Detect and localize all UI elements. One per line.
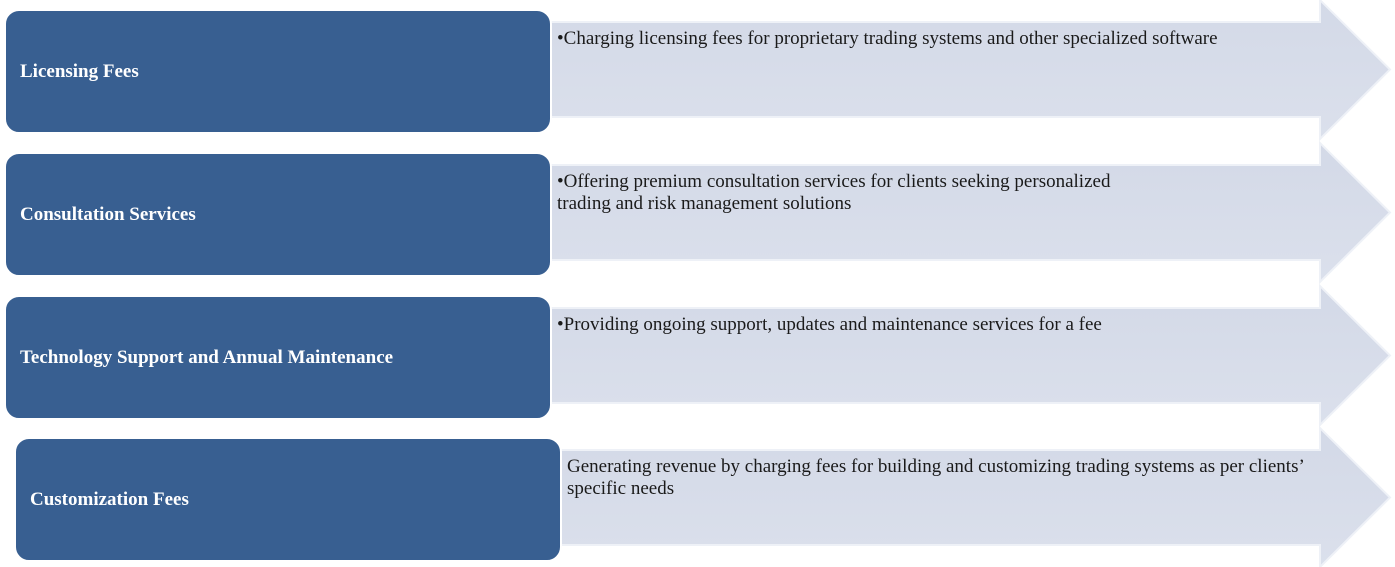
arrow [546,0,1392,142]
rows [4,0,1392,567]
item-label: Technology Support and Annual Maintenanc… [20,346,394,368]
item-label: Licensing Fees [20,60,139,82]
label-box [14,437,562,562]
arrow [546,140,1392,285]
label-box [4,9,552,134]
item-description: •Charging licensing fees for proprietary… [557,28,1218,49]
item-label: Consultation Services [20,203,196,225]
item-description: Generating revenue by charging fees for … [567,456,1304,499]
item-label: Customization Fees [30,488,189,510]
item-description: •Providing ongoing support, updates and … [557,314,1102,335]
arrow [546,283,1392,428]
label-box [4,295,552,420]
arrow [556,425,1392,567]
item-description: •Offering premium consultation services … [557,171,1111,214]
label-box [4,152,552,277]
